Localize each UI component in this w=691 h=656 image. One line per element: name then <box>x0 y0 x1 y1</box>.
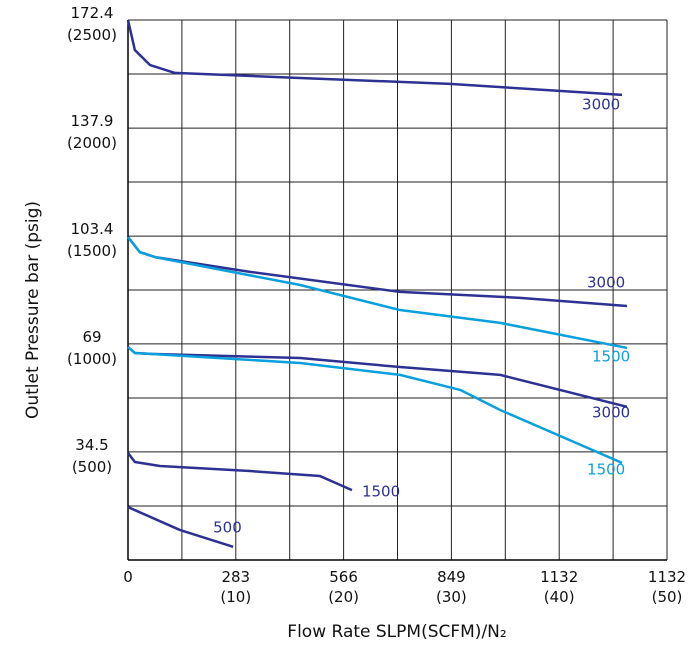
x-tick-label: 566 (20) <box>328 568 359 606</box>
y-tick-label: 34.5 (500) <box>71 435 113 476</box>
curve <box>127 346 623 465</box>
x-tick-label: 1132 (50) <box>647 568 687 606</box>
curve <box>127 236 628 308</box>
curve-label: 1500 <box>362 483 400 501</box>
curve <box>127 236 628 350</box>
y-tick-label: 172.4 (2500) <box>67 4 117 44</box>
x-tick-label: 1132 (40) <box>540 568 579 606</box>
y-tick-label: 69 (1000) <box>67 327 117 368</box>
curve-label: 3000 <box>582 95 620 113</box>
x-axis-title: Flow Rate SLPM(SCFM)/N₂ <box>287 622 507 642</box>
curve-label: 3000 <box>592 403 630 421</box>
y-tick-label: 103.4 (1500) <box>67 220 117 261</box>
curve <box>127 505 234 549</box>
x-tick-label: 0 <box>123 568 133 586</box>
x-tick-label: 849 (30) <box>435 568 467 606</box>
curve-label: 1500 <box>592 347 630 365</box>
curve-label: 1500 <box>587 460 625 478</box>
curve <box>127 452 353 492</box>
y-axis-title: Outlet Pressure bar (psig) <box>23 200 43 420</box>
curve <box>126 19 623 97</box>
curve-label: 3000 <box>587 273 625 291</box>
curve-label: 500 <box>213 518 242 536</box>
x-tick-label: 283 (10) <box>220 568 252 606</box>
y-tick-label: 137.9 (2000) <box>67 112 117 153</box>
